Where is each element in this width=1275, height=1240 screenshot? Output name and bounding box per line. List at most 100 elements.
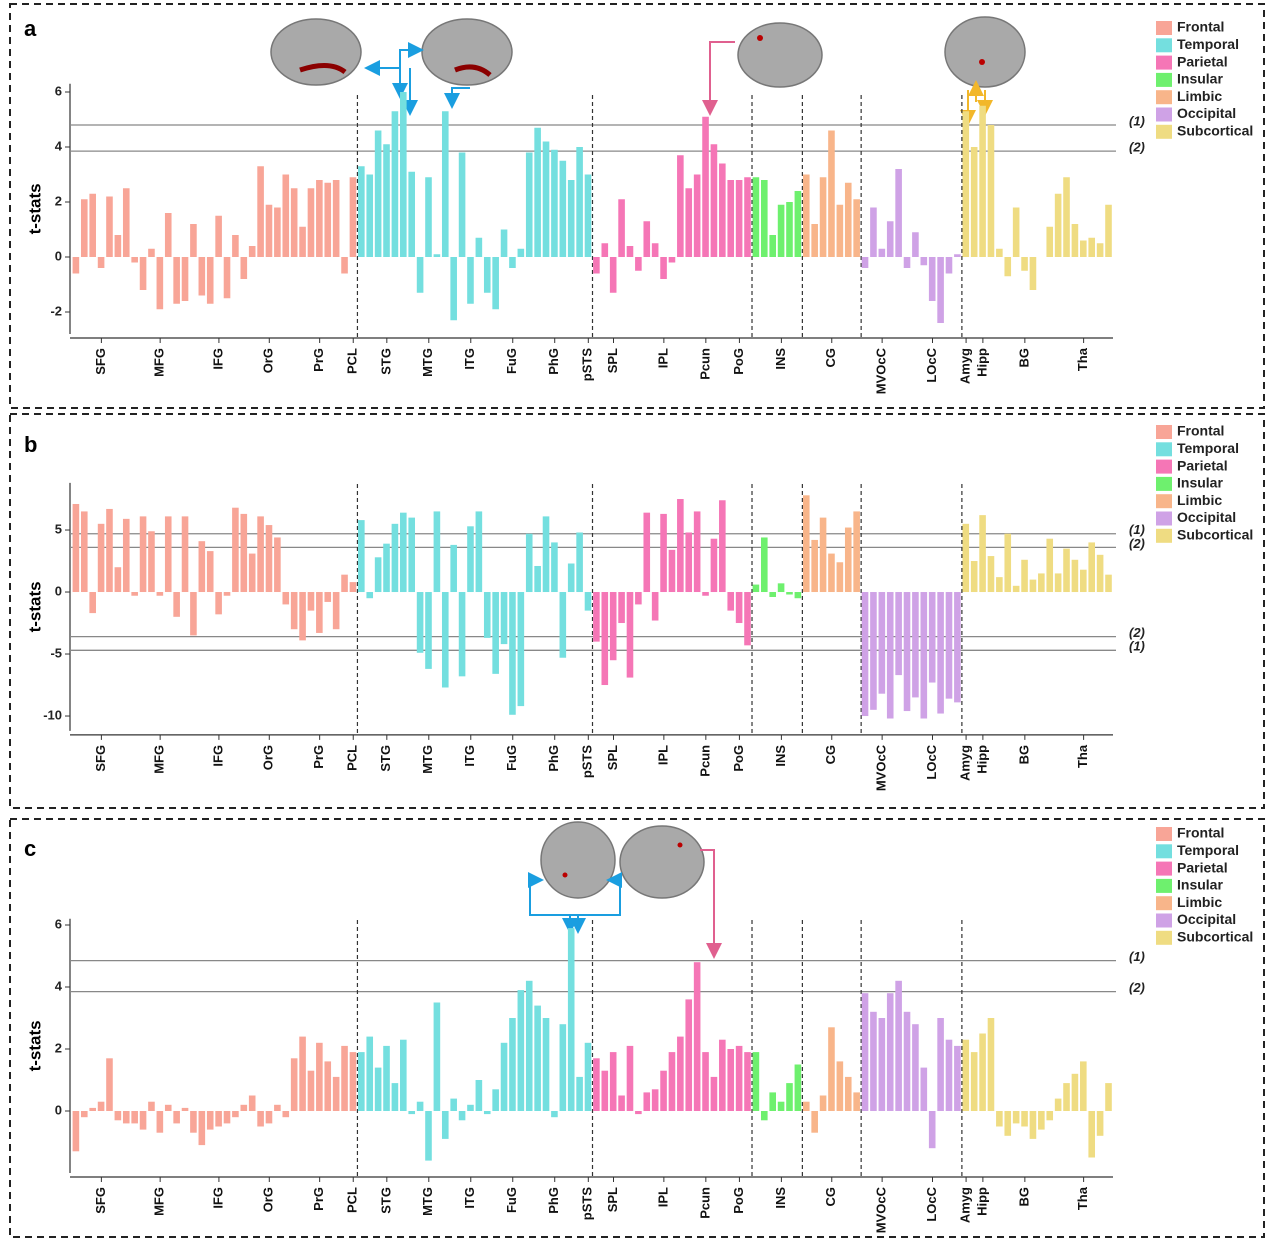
- bar: [223, 1111, 231, 1124]
- y-tick-label: 0: [55, 1102, 62, 1117]
- bar: [710, 144, 718, 257]
- bar: [576, 1076, 583, 1111]
- bar: [341, 257, 348, 274]
- bar: [299, 592, 306, 641]
- bar: [307, 592, 315, 611]
- bar: [282, 174, 290, 257]
- bar: [542, 141, 550, 257]
- bar: [80, 1111, 88, 1118]
- x-tick-label: PrG: [311, 1187, 326, 1211]
- bar: [702, 116, 709, 257]
- bar: [307, 1070, 315, 1111]
- bar: [1105, 204, 1112, 257]
- bar: [223, 257, 231, 299]
- bar: [987, 556, 995, 593]
- x-tick-label: IPL: [655, 348, 670, 368]
- bar: [72, 503, 80, 593]
- bar: [433, 511, 441, 593]
- panel-border: [9, 818, 1265, 1238]
- bar: [156, 257, 164, 310]
- bar: [80, 199, 88, 257]
- x-tick-label: LOcC: [924, 347, 939, 382]
- x-tick-label: BG: [1016, 348, 1031, 368]
- bar: [626, 1045, 634, 1111]
- x-tick-label: Tha: [1075, 744, 1090, 768]
- bar: [1046, 1111, 1054, 1121]
- bar: [819, 517, 827, 593]
- x-tick-label: SPL: [605, 1187, 620, 1212]
- legend-label: Limbic: [1177, 894, 1222, 910]
- bar: [139, 1111, 147, 1130]
- bar: [483, 257, 491, 293]
- legend-swatch: [1156, 528, 1172, 543]
- bar: [1004, 533, 1012, 593]
- bar: [1021, 257, 1028, 271]
- bar: [853, 199, 860, 257]
- x-tick-label: IFG: [210, 1187, 225, 1209]
- bar: [895, 592, 902, 676]
- bar: [710, 1076, 718, 1111]
- bar: [895, 169, 902, 257]
- bar: [114, 1111, 122, 1121]
- bar: [551, 149, 558, 257]
- bar: [290, 1058, 298, 1111]
- bar: [433, 1002, 441, 1111]
- bar: [685, 999, 693, 1111]
- bar: [366, 592, 374, 599]
- x-tick-label: OrG: [261, 745, 276, 770]
- x-tick-label: PrG: [311, 348, 326, 372]
- bar: [643, 221, 651, 257]
- bar: [618, 1095, 625, 1111]
- y-tick-label: 4: [55, 978, 63, 993]
- bar: [651, 592, 659, 621]
- bar: [685, 532, 693, 593]
- bar: [332, 1076, 340, 1111]
- bar: [509, 592, 516, 715]
- bar: [828, 1027, 835, 1111]
- bar: [769, 235, 776, 257]
- y-axis-label: t-stats: [25, 581, 44, 632]
- bar: [450, 544, 457, 593]
- legend-label: Insular: [1177, 71, 1223, 87]
- bar: [349, 582, 357, 593]
- brain-illustrations: [270, 16, 1026, 959]
- bar: [248, 1095, 256, 1111]
- panel-label: b: [24, 432, 37, 457]
- bar: [97, 1101, 105, 1111]
- bar: [996, 577, 1003, 593]
- bar: [1012, 207, 1020, 257]
- bar: [979, 1033, 986, 1111]
- x-tick-label: CG: [823, 745, 838, 765]
- bar: [920, 1067, 928, 1111]
- legend-label: Temporal: [1177, 36, 1239, 52]
- bar: [794, 191, 802, 257]
- bar: [282, 592, 290, 605]
- y-tick-label: -10: [43, 707, 62, 722]
- bar: [450, 1098, 457, 1111]
- bar: [316, 592, 323, 633]
- bar: [828, 130, 835, 257]
- bar: [232, 507, 239, 593]
- bar: [114, 235, 122, 257]
- bar: [542, 1018, 550, 1111]
- x-tick-label: PoG: [731, 745, 746, 772]
- bar: [400, 512, 407, 593]
- bar: [349, 1052, 357, 1111]
- bar: [425, 177, 432, 257]
- bar: [324, 1061, 332, 1111]
- x-tick-label: SPL: [605, 745, 620, 770]
- panel-label: c: [24, 836, 36, 861]
- legend-label: Temporal: [1177, 842, 1239, 858]
- x-tick-label: Pcun: [697, 348, 712, 380]
- bar: [567, 180, 575, 257]
- bar: [912, 592, 919, 698]
- bar: [1012, 585, 1020, 593]
- bar: [1012, 1111, 1020, 1124]
- bar: [1004, 1111, 1012, 1136]
- bar: [248, 246, 256, 257]
- bar: [928, 592, 936, 683]
- bar: [1054, 1098, 1062, 1111]
- bar: [114, 567, 122, 593]
- bar: [366, 174, 374, 257]
- bar: [635, 592, 642, 605]
